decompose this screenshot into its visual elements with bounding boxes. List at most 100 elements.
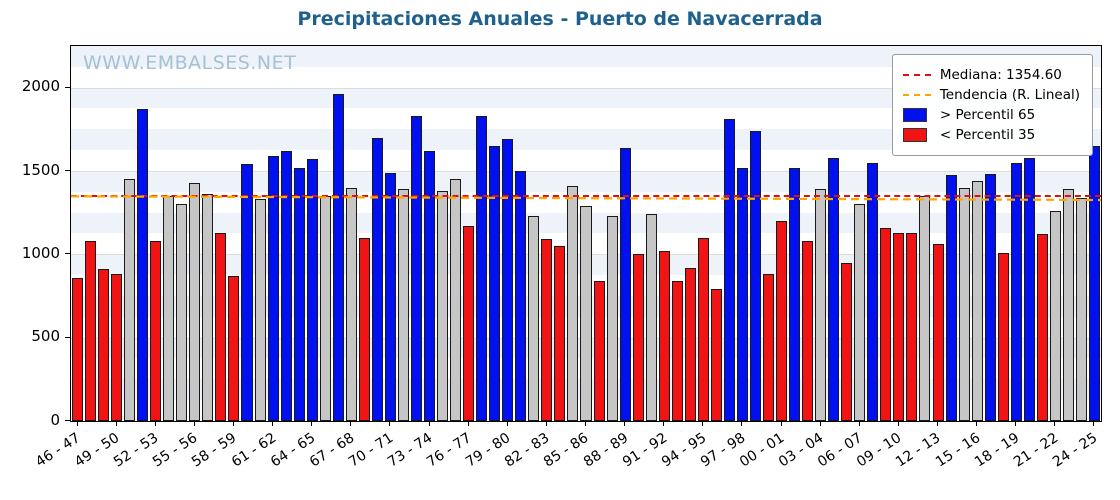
legend-color-box-icon bbox=[902, 108, 931, 122]
bar-67-68 bbox=[345, 187, 357, 421]
bar-85-86 bbox=[580, 206, 592, 421]
legend: Mediana: 1354.60 Tendencia (R. Lineal) > P… bbox=[891, 54, 1093, 156]
plot-area: WWW.EMBALSES.NET Mediana: 1354.60 Tendenc… bbox=[70, 45, 1102, 422]
bar-73-74 bbox=[424, 151, 436, 421]
x-tick-mark bbox=[976, 421, 978, 426]
x-tick-label: 61 - 62 bbox=[228, 430, 279, 471]
y-tick-label: 1000 bbox=[21, 243, 60, 262]
legend-dashed-line-icon bbox=[902, 74, 931, 76]
bar-23-24 bbox=[1075, 197, 1087, 421]
x-tick-label: 67 - 68 bbox=[306, 430, 358, 471]
bar-64-65 bbox=[306, 159, 318, 421]
bar-14-15 bbox=[958, 187, 970, 421]
x-tick-mark bbox=[1054, 421, 1056, 426]
x-tick-mark bbox=[858, 421, 860, 426]
bar-47-48 bbox=[85, 241, 97, 421]
x-tick-label: 24 - 25 bbox=[1049, 430, 1101, 471]
bar-83-84 bbox=[554, 246, 566, 421]
x-tick-mark bbox=[389, 421, 391, 426]
x-tick-mark bbox=[1015, 421, 1017, 426]
bar-61-62 bbox=[267, 156, 279, 421]
bar-93-94 bbox=[684, 267, 696, 421]
y-tick-mark bbox=[65, 420, 70, 421]
bar-80-81 bbox=[515, 171, 527, 421]
x-tick-mark bbox=[154, 421, 156, 426]
chart-title: Precipitaciones Anuales - Puerto de Nava… bbox=[297, 8, 823, 30]
y-tick-label: 2000 bbox=[21, 77, 60, 96]
bar-65-66 bbox=[319, 196, 331, 421]
bar-16-17 bbox=[984, 174, 996, 421]
y-tick-label: 1500 bbox=[21, 160, 60, 179]
bar-03-04 bbox=[815, 189, 827, 421]
bar-12-13 bbox=[932, 244, 944, 421]
x-tick-mark bbox=[897, 421, 899, 426]
x-tick-mark bbox=[232, 421, 234, 426]
bar-98-99 bbox=[749, 131, 761, 421]
bar-59-60 bbox=[241, 164, 253, 421]
bar-62-63 bbox=[280, 151, 292, 421]
bar-92-93 bbox=[671, 281, 683, 421]
x-tick-label: 46 - 47 bbox=[32, 430, 84, 471]
x-tick-mark bbox=[545, 421, 547, 426]
bar-88-89 bbox=[619, 147, 631, 421]
bar-49-50 bbox=[111, 274, 123, 421]
bar-18-19 bbox=[1010, 162, 1022, 421]
x-tick-mark bbox=[624, 421, 626, 426]
y-tick-mark bbox=[65, 170, 70, 171]
x-tick-mark bbox=[780, 421, 782, 426]
bar-11-12 bbox=[919, 196, 931, 421]
bar-56-57 bbox=[202, 194, 214, 421]
x-tick-mark bbox=[115, 421, 117, 426]
bar-05-06 bbox=[841, 262, 853, 421]
x-tick-label: 88 - 89 bbox=[580, 430, 631, 471]
x-tick-label: 97 - 98 bbox=[697, 430, 749, 471]
y-tick-label: 500 bbox=[31, 327, 60, 346]
x-tick-mark bbox=[937, 421, 939, 426]
background-band bbox=[71, 87, 1101, 109]
bar-66-67 bbox=[332, 94, 344, 421]
watermark: WWW.EMBALSES.NET bbox=[83, 52, 297, 74]
legend-item-1: Tendencia (R. Lineal) bbox=[902, 87, 1080, 103]
median-line bbox=[71, 195, 1101, 198]
bar-76-77 bbox=[463, 226, 475, 421]
legend-color-box-icon bbox=[902, 128, 931, 142]
bar-06-07 bbox=[854, 204, 866, 421]
bar-48-49 bbox=[98, 269, 110, 421]
x-tick-label: 00 - 01 bbox=[736, 430, 788, 471]
bar-53-54 bbox=[163, 196, 175, 421]
x-tick-label: 58 - 59 bbox=[189, 430, 240, 471]
bar-20-21 bbox=[1036, 234, 1048, 421]
bar-00-01 bbox=[776, 221, 788, 421]
y-gridline bbox=[71, 87, 1101, 89]
x-tick-mark bbox=[663, 421, 665, 426]
bar-10-11 bbox=[906, 232, 918, 421]
bar-63-64 bbox=[293, 167, 305, 421]
background-band bbox=[71, 129, 1101, 151]
bar-79-80 bbox=[502, 139, 514, 421]
y-gridline bbox=[71, 171, 1101, 172]
bar-70-71 bbox=[384, 172, 396, 421]
bar-17-18 bbox=[997, 252, 1009, 421]
bar-09-10 bbox=[893, 232, 905, 421]
bar-08-09 bbox=[880, 227, 892, 421]
bar-86-87 bbox=[593, 281, 605, 421]
x-tick-mark bbox=[819, 421, 821, 426]
bar-50-51 bbox=[124, 179, 136, 421]
legend-label: < Percentil 35 bbox=[939, 127, 1036, 143]
bar-60-61 bbox=[254, 199, 266, 421]
bar-87-88 bbox=[606, 216, 618, 421]
bar-54-55 bbox=[176, 204, 188, 421]
bar-52-53 bbox=[150, 241, 162, 421]
bar-90-91 bbox=[645, 214, 657, 421]
x-tick-mark bbox=[467, 421, 469, 426]
bar-21-22 bbox=[1049, 211, 1061, 421]
bar-58-59 bbox=[228, 276, 240, 421]
x-tick-mark bbox=[350, 421, 352, 426]
x-tick-mark bbox=[311, 421, 313, 426]
bar-75-76 bbox=[450, 179, 462, 421]
bar-68-69 bbox=[358, 237, 370, 421]
x-tick-label: 94 - 95 bbox=[658, 430, 710, 471]
x-tick-label: 15 - 16 bbox=[932, 430, 983, 471]
bar-02-03 bbox=[802, 241, 814, 421]
